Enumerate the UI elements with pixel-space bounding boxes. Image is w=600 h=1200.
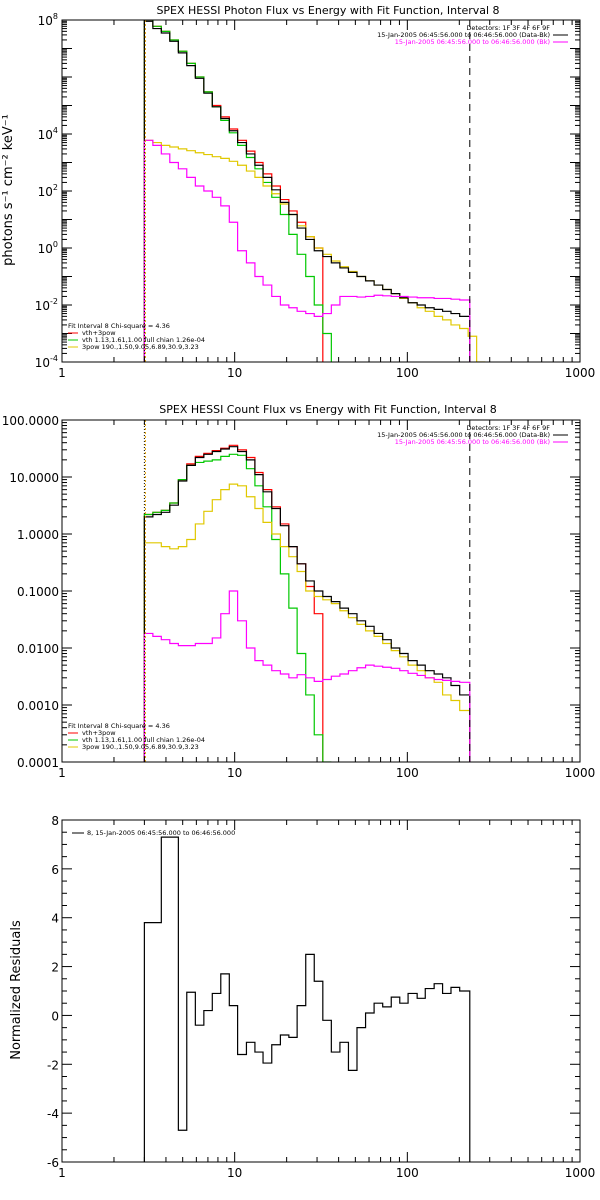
residuals-panel: Normalized Residuals 1 10 100 1000 -6 -4 -2 0 2 4… [9, 814, 595, 1180]
legend-header: Fit Interval 8 Chi-square = 4.36 [68, 722, 170, 730]
series-line-4 [143, 139, 471, 362]
x-axis: 1 10 100 1000 [58, 420, 595, 780]
y-tick-label: -2 [47, 1058, 59, 1072]
y-tick-label: 0.1000 [17, 585, 59, 599]
y-tick-label: 10-2 [35, 297, 58, 313]
series-line-0 [143, 444, 324, 762]
x-tick-label: 10 [227, 1166, 242, 1180]
y-tick-label: 0.0100 [17, 642, 59, 656]
x-tick-label: 100 [396, 366, 419, 380]
x-tick-label: 10 [227, 366, 242, 380]
legend-bottom-left: Fit Interval 8 Chi-square = 4.36vth+3pow… [68, 722, 205, 751]
series-group [143, 444, 471, 762]
series-group [143, 836, 471, 1162]
y-tick-label: 0.0010 [17, 699, 59, 713]
legend-text: vth+3pow [82, 329, 116, 337]
y-tick-label: 10-4 [35, 354, 58, 370]
legend-text: 8, 15-Jan-2005 06:45:56.000 to 06:46:56.… [87, 829, 235, 837]
legend-header: Fit Interval 8 Chi-square = 4.36 [68, 322, 170, 330]
legend-text: 15-Jan-2005 06:45:56.000 to 06:46:56.000… [377, 431, 550, 439]
y-tick-label: 108 [38, 12, 58, 28]
y-tick-base: 10 [38, 185, 53, 199]
legend-text: Detectors: 1F 3F 4F 6F 9F [466, 424, 550, 432]
count-flux-panel: SPEX HESSI Count Flux vs Energy with Fit… [2, 403, 596, 780]
x-axis: 1 10 100 1000 [58, 820, 595, 1180]
y-tick-exponent: -4 [50, 354, 58, 363]
y-tick-base: 10 [38, 242, 53, 256]
legend-text: vth+3pow [82, 729, 116, 737]
legend-text: 15-Jan-2005 06:45:56.000 to 06:46:56.000… [395, 38, 550, 46]
y-tick-label: -6 [47, 1156, 59, 1170]
y-tick-label: 100 [38, 240, 58, 256]
y-tick-label: 1.0000 [17, 528, 59, 542]
y-tick-exponent: 4 [53, 126, 58, 135]
y-axis: -6 -4 -2 0 2 4 6 8 [47, 814, 580, 1170]
series-line-2 [143, 483, 471, 762]
legend-text: 3pow 190.,1.50,9.05,6.89,30.9,3.23 [82, 343, 199, 351]
y-axis: 0.0001 0.0010 0.0100 0.1000 1.0000 10.0000 100… [2, 414, 580, 770]
series-group [143, 20, 486, 362]
y-tick-exponent: 8 [53, 12, 58, 21]
y-tick-label: 0 [51, 1009, 59, 1023]
series-line-4 [143, 590, 471, 762]
y-tick-label: 8 [51, 814, 59, 828]
legend-text: vth 1.13,1.61,1.00 full chian 1.26e-04 [82, 736, 205, 744]
x-tick-label: 100 [396, 1166, 419, 1180]
x-tick-label: 1 [58, 1166, 66, 1180]
y-tick-label: 100.0000 [2, 414, 59, 428]
series-line-0 [143, 836, 471, 1162]
y-tick-exponent: 0 [53, 240, 58, 249]
x-tick-label: 1000 [565, 366, 596, 380]
y-tick-label: 104 [38, 126, 58, 142]
legend-text: 3pow 190.,1.50,9.05,6.89,30.9,3.23 [82, 743, 199, 751]
x-tick-label: 10 [227, 766, 242, 780]
plot-frame [61, 819, 581, 1163]
chart-title: SPEX HESSI Photon Flux vs Energy with Fi… [156, 4, 499, 17]
plot-frame [61, 19, 581, 363]
y-tick-label: 2 [51, 961, 59, 975]
series-line-3 [143, 20, 471, 362]
chart-title: SPEX HESSI Count Flux vs Energy with Fit… [159, 403, 496, 416]
x-tick-label: 1 [58, 366, 66, 380]
legend-bottom-left: Fit Interval 8 Chi-square = 4.36vth+3pow… [68, 322, 205, 351]
legend-text: Detectors: 1F 3F 4F 6F 9F [466, 24, 550, 32]
y-tick-label: 6 [51, 863, 59, 877]
y-tick-label: 0.0001 [17, 756, 59, 770]
y-tick-label: 10.0000 [9, 471, 59, 485]
y-tick-base: 10 [38, 14, 53, 28]
legend-text: 15-Jan-2005 06:45:56.000 to 06:46:56.000… [377, 31, 550, 39]
photon-flux-panel: SPEX HESSI Photon Flux vs Energy with Fi… [1, 4, 595, 380]
series-line-3 [143, 446, 471, 762]
series-line-0 [143, 20, 324, 362]
y-axis-label: Normalized Residuals [9, 920, 24, 1060]
legend-text: vth 1.13,1.61,1.00 full chian 1.26e-04 [82, 336, 205, 344]
y-tick-label: 102 [38, 183, 58, 199]
y-tick-label: 4 [51, 912, 59, 926]
x-axis: 1 10 100 1000 [58, 20, 595, 380]
x-tick-label: 100 [396, 766, 419, 780]
y-tick-exponent: -2 [50, 297, 58, 306]
x-tick-label: 1000 [565, 1166, 596, 1180]
y-tick-base: 10 [35, 299, 50, 313]
x-tick-label: 1 [58, 766, 66, 780]
series-line-1 [143, 453, 332, 762]
legend-text: 15-Jan-2005 06:45:56.000 to 06:46:56.000… [395, 438, 550, 446]
series-line-1 [143, 20, 332, 362]
y-axis-label: photons s⁻¹ cm⁻² keV⁻¹ [1, 114, 16, 266]
x-tick-label: 1000 [565, 766, 596, 780]
series-line-2 [143, 139, 486, 362]
legend-top-left: 8, 15-Jan-2005 06:45:56.000 to 06:46:56.… [72, 829, 235, 837]
y-tick-exponent: 2 [53, 183, 58, 192]
y-tick-base: 10 [35, 356, 50, 370]
y-tick-base: 10 [38, 128, 53, 142]
y-tick-label: -4 [47, 1107, 59, 1121]
